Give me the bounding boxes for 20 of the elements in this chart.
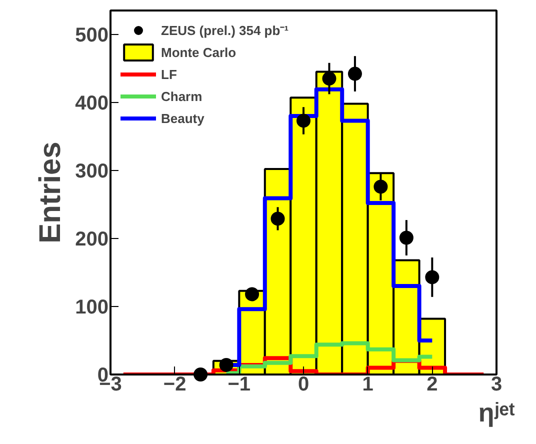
- x-tick-label: 3: [490, 374, 502, 396]
- point: [219, 358, 234, 372]
- y-tick-label: 500: [75, 24, 109, 46]
- point: [194, 368, 208, 382]
- legend-label: Charm: [161, 88, 202, 104]
- x-tick-label: −1: [228, 374, 251, 396]
- y-axis-title: Entries: [34, 142, 68, 244]
- y-tick-label: 200: [75, 228, 109, 250]
- legend-label: Beauty: [161, 110, 204, 126]
- y-tick-label: 400: [75, 92, 109, 114]
- x-axis-title: ηʲᵉᵗ: [478, 398, 516, 428]
- legend-label: ZEUS (prel.) 354 pb⁻¹: [161, 22, 289, 39]
- x-tick-label: 1: [362, 374, 374, 396]
- y-tick-label: 100: [75, 296, 109, 318]
- x-tick-label: −2: [163, 374, 186, 396]
- x-tick-label: 2: [426, 374, 438, 396]
- y-tick-label: 300: [75, 160, 109, 182]
- legend-label: Monte Carlo: [161, 44, 236, 60]
- x-tick-label: 0: [298, 374, 310, 396]
- legend-label: LF: [161, 66, 178, 82]
